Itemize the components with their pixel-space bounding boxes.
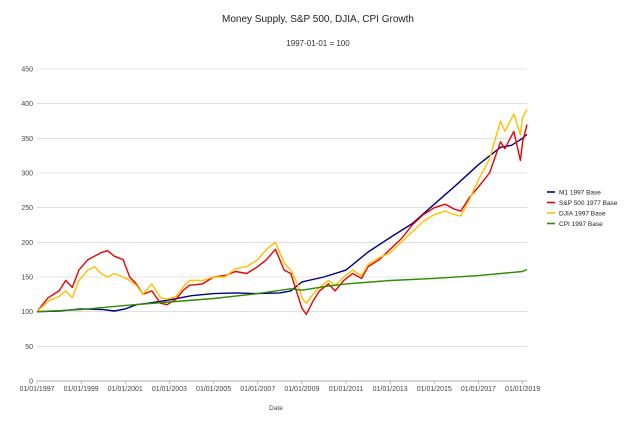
x-tick-label: 01/01/2009 bbox=[284, 386, 319, 393]
chart-title: Money Supply, S&P 500, DJIA, CPI Growth bbox=[222, 14, 414, 25]
series-line-3 bbox=[36, 268, 528, 313]
legend-label: M1 1997 Base bbox=[559, 189, 601, 196]
y-tick-label: 450 bbox=[21, 67, 33, 74]
legend-label: CPI 1997 Base bbox=[559, 221, 603, 228]
y-tick-label: 100 bbox=[21, 309, 33, 316]
series-line-2 bbox=[36, 108, 528, 313]
series-line-0 bbox=[36, 133, 528, 313]
x-tick-label: 01/01/2013 bbox=[373, 386, 408, 393]
x-axis-label: Date bbox=[269, 405, 283, 412]
x-tick-label: 01/01/2011 bbox=[329, 386, 364, 393]
series-line-1 bbox=[36, 124, 528, 316]
x-tick-label: 01/01/2015 bbox=[417, 386, 452, 393]
y-tick-label: 400 bbox=[21, 101, 33, 108]
legend-label: DJIA 1997 Base bbox=[559, 210, 606, 217]
y-tick-label: 350 bbox=[21, 136, 33, 143]
y-tick-label: 50 bbox=[25, 344, 33, 351]
legend: M1 1997 Base S&P 500 1977 Base DJIA 1997 B… bbox=[547, 189, 618, 228]
y-tick-label: 0 bbox=[29, 379, 33, 386]
x-tick-label: 01/01/2003 bbox=[152, 386, 187, 393]
series-lines bbox=[36, 108, 528, 316]
x-tick-label: 01/01/2019 bbox=[505, 386, 540, 393]
x-tick-label: 01/01/2007 bbox=[240, 386, 275, 393]
x-tick-label: 01/01/2005 bbox=[196, 386, 231, 393]
y-tick-label: 150 bbox=[21, 275, 33, 282]
x-tick-label: 01/01/2001 bbox=[108, 386, 143, 393]
x-tick-label: 01/01/1999 bbox=[64, 386, 99, 393]
axes: 0 50 100 150 200 250 300 350 400 450 01/01/1997 01/… bbox=[19, 67, 540, 394]
y-tick-label: 300 bbox=[21, 171, 33, 178]
gridlines bbox=[37, 68, 527, 382]
x-tick-label: 01/01/1997 bbox=[19, 386, 54, 393]
chart-subtitle: 1997-01-01 = 100 bbox=[286, 39, 350, 48]
legend-label: S&P 500 1977 Base bbox=[559, 200, 618, 207]
y-tick-label: 200 bbox=[21, 240, 33, 247]
x-tick-label: 01/01/2017 bbox=[461, 386, 496, 393]
y-tick-label: 250 bbox=[21, 205, 33, 212]
